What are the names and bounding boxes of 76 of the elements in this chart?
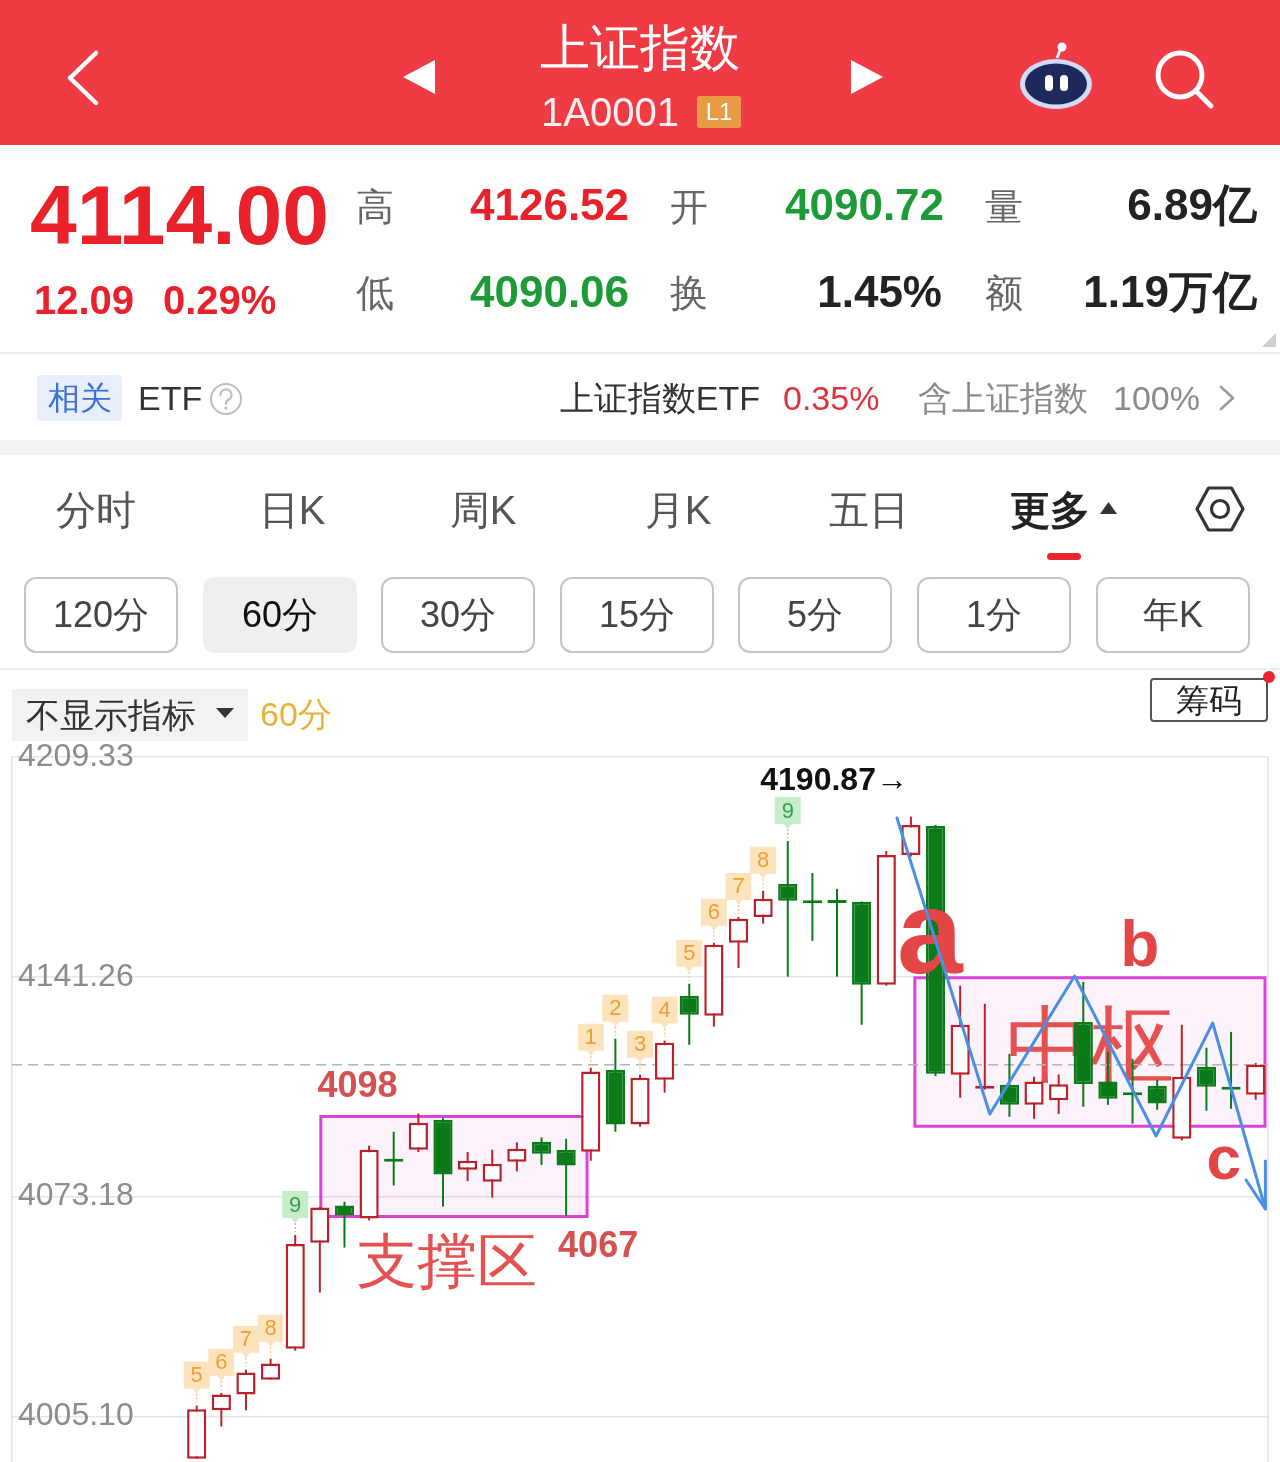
candlestick [778,840,798,978]
annotation: b [1120,907,1160,980]
candlestick [236,1368,256,1412]
badge: L1 [697,96,741,128]
text: 1A0001 [541,90,679,134]
text: 4090.06 [470,267,630,316]
text: 高 [356,186,394,228]
annotation: 9 [781,797,794,823]
y-tick-label: 4073.18 [18,1176,134,1213]
candlestick [827,887,847,978]
text: 上证指数 [540,20,740,76]
annotation: c [1206,1123,1241,1193]
candlestick [531,1136,552,1166]
annotation: 5 [683,940,696,966]
text: 周K [449,488,517,532]
button[interactable]: 15分 [560,577,714,653]
annotation: 4067 [558,1223,639,1265]
candlestick [1196,1046,1217,1112]
text: 0.35% [783,379,880,417]
text: 开 [670,186,708,228]
text: 上证指数ETF [559,379,760,417]
annotation: 6 [215,1349,228,1375]
y-tick-label: 4141.26 [18,956,134,993]
text: 4114.00 [30,168,330,262]
button[interactable]: 30分 [381,577,535,653]
button[interactable]: 5分 [738,577,892,653]
text: 1.19万亿 [1083,267,1257,316]
candlestick [728,915,749,969]
candlestick [334,1200,355,1249]
text: 0.29% [163,278,277,322]
text: 12.09 [34,278,135,322]
dropdown-field[interactable]: 不显示指标 [12,689,248,741]
candlestick [679,982,699,1046]
text: 60分 [260,695,332,733]
text: 五日 [829,488,909,532]
text: 更多 [1010,488,1090,532]
y-tick-label: 4005.10 [18,1396,134,1433]
annotation: 4190.87→ [760,760,908,797]
text: 量 [985,186,1023,228]
annotation: 8 [757,847,770,873]
button[interactable]: 1分 [917,577,1071,653]
band-label: 支撑区 [356,1226,537,1297]
text: 额 [985,272,1023,314]
text: 4126.52 [470,180,630,229]
button[interactable]: 60分 [203,577,357,653]
text: 低 [356,272,394,314]
annotation: 4098 [317,1063,398,1105]
candlestick [556,1137,576,1217]
text: 分时 [56,488,136,532]
text: 月K [644,488,712,532]
candlestick [507,1141,527,1173]
text: 换 [670,272,708,314]
button[interactable]: 筹码 [1150,678,1268,722]
candlestick [458,1151,478,1183]
text: 100% [1113,379,1200,417]
tag: 相关 [37,375,122,421]
text: 6.89亿 [1127,180,1257,229]
button[interactable]: 120分 [24,577,178,653]
text: 4090.72 [785,180,945,229]
annotation: 3 [633,1031,647,1057]
annotation: 8 [264,1315,277,1341]
text: 1.45% [817,267,942,316]
annotation: 4 [658,997,671,1023]
candlestick [408,1112,428,1154]
annotation: 2 [609,995,622,1021]
annotation: 1 [584,1024,597,1050]
annotation: 7 [732,873,745,899]
text: 含上证指数 [918,379,1088,417]
annotation: 7 [239,1326,253,1352]
annotation: 9 [289,1191,302,1217]
button[interactable]: 年K [1096,577,1250,653]
candlestick [482,1148,502,1199]
text: ETF [138,379,203,417]
annotation: 6 [707,899,721,925]
text: 日K [258,488,326,532]
annotation: 5 [190,1362,203,1388]
